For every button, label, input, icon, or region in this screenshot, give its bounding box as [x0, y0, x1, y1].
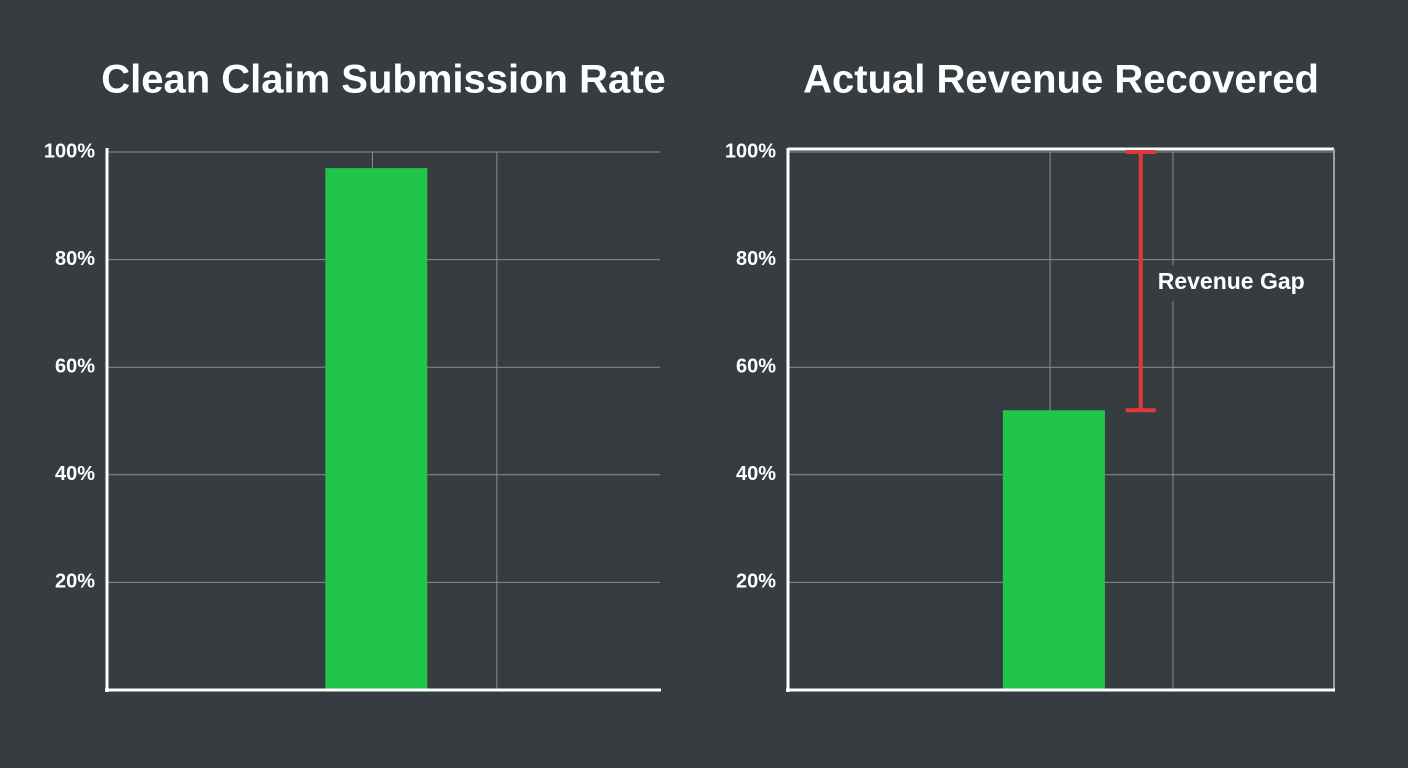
bar	[1002, 410, 1105, 690]
y-tick-label: 60%	[55, 355, 95, 377]
y-tick-label: 80%	[55, 248, 95, 270]
y-tick-label: 20%	[55, 571, 95, 593]
gap-label: Revenue Gap	[1158, 268, 1305, 294]
bar	[325, 168, 428, 690]
y-tick-label: 80%	[736, 248, 776, 270]
y-tick-label: 100%	[44, 140, 95, 162]
y-tick-label: 40%	[736, 463, 776, 485]
gap-label-bg	[1152, 265, 1317, 302]
y-tick-label: 40%	[55, 463, 95, 485]
chart-title: Clean Claim Submission Rate	[101, 58, 666, 102]
y-tick-label: 100%	[725, 140, 776, 162]
y-tick-label: 20%	[736, 571, 776, 593]
y-tick-label: 60%	[736, 355, 776, 377]
chart-title: Actual Revenue Recovered	[803, 58, 1319, 102]
